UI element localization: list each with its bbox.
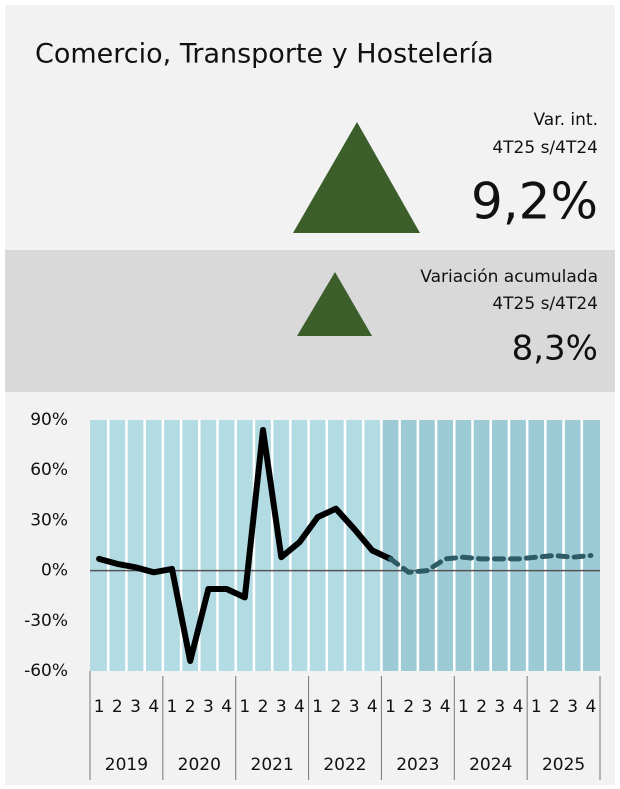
- x-tick-label: 1: [385, 697, 396, 717]
- x-tick-label: 4: [440, 697, 451, 717]
- x-tick-label: 2: [112, 697, 123, 717]
- year-label: 2025: [542, 755, 585, 775]
- x-tick-label: 2: [330, 697, 341, 717]
- x-tick-label: 4: [294, 697, 305, 717]
- x-tick-label: 3: [494, 697, 505, 717]
- x-tick-label: 4: [585, 697, 596, 717]
- y-tick-label: 30%: [30, 510, 68, 530]
- up-triangle: [293, 122, 420, 233]
- x-tick-label: 2: [549, 697, 560, 717]
- year-label: 2022: [323, 755, 366, 775]
- title: Comercio, Transporte y Hostelería: [35, 39, 494, 70]
- kpi-label: Variación acumulada: [420, 267, 598, 287]
- year-label: 2023: [396, 755, 439, 775]
- y-tick-label: 0%: [41, 561, 68, 581]
- x-tick-label: 1: [458, 697, 469, 717]
- x-tick-label: 1: [94, 697, 105, 717]
- x-tick-label: 3: [349, 697, 360, 717]
- kpi-label: 4T25 s/4T24: [492, 294, 598, 314]
- x-tick-label: 3: [276, 697, 287, 717]
- x-tick-label: 1: [167, 697, 178, 717]
- x-tick-label: 1: [531, 697, 542, 717]
- x-tick-label: 4: [148, 697, 159, 717]
- y-tick-label: -30%: [24, 611, 68, 631]
- series-line: [96, 427, 394, 664]
- y-tick-label: -60%: [24, 661, 68, 681]
- x-tick-label: 1: [312, 697, 323, 717]
- x-tick-label: 2: [258, 697, 269, 717]
- year-label: 2019: [105, 755, 148, 775]
- kpi-value: 8,3%: [512, 329, 598, 369]
- x-tick-label: 2: [476, 697, 487, 717]
- up-triangle: [297, 272, 372, 336]
- x-tick-label: 3: [203, 697, 214, 717]
- x-tick-label: 4: [367, 697, 378, 717]
- y-tick-label: 60%: [30, 460, 68, 480]
- year-label: 2020: [178, 755, 221, 775]
- x-tick-label: 3: [422, 697, 433, 717]
- y-tick-label: 90%: [30, 410, 68, 430]
- kpi-value: 9,2%: [471, 173, 598, 231]
- x-tick-label: 2: [185, 697, 196, 717]
- x-tick-label: 1: [239, 697, 250, 717]
- series-line: [388, 553, 594, 575]
- x-tick-label: 3: [567, 697, 578, 717]
- x-tick-label: 4: [221, 697, 232, 717]
- x-tick-label: 4: [513, 697, 524, 717]
- kpi-label: 4T25 s/4T24: [492, 138, 598, 158]
- year-label: 2021: [251, 755, 294, 775]
- kpi-label: Var. int.: [533, 110, 598, 130]
- x-tick-label: 2: [403, 697, 414, 717]
- x-tick-label: 3: [130, 697, 141, 717]
- year-label: 2024: [469, 755, 512, 775]
